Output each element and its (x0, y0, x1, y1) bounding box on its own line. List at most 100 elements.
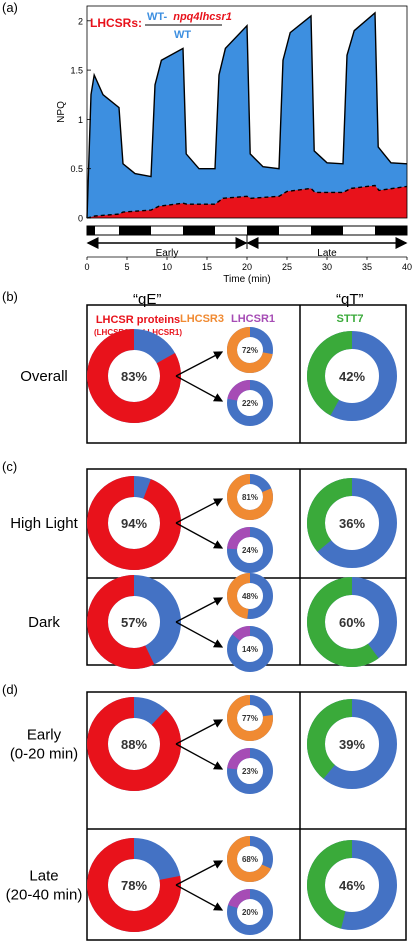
row-2-lhcsr1-donut: 14% (227, 626, 273, 672)
y-tick-label-4: 2 (78, 16, 83, 26)
row-1-lhcsr-donut-fraction (87, 476, 181, 570)
x-tick-label-6: 30 (322, 262, 332, 272)
row-1-lhcsr3-donut-label: 81% (242, 493, 258, 502)
x-axis-label: Time (min) (223, 274, 270, 285)
row-3-lhcsr3-donut-fraction (227, 695, 273, 741)
row-4-lhcsr1-donut: 20% (227, 889, 273, 935)
panel-box-2 (86, 691, 407, 941)
row-0-lhcsr3-donut-fraction (227, 327, 273, 373)
phase-label-1: Late (317, 248, 337, 259)
legend-numerator: WT- npq4lhcsr1 (147, 11, 232, 23)
row-3-stt7-donut: 39% (307, 699, 397, 789)
legend-numerator-mutant: npq4lhcsr1 (173, 11, 232, 23)
row-3-lhcsr1-donut-label: 23% (242, 767, 258, 776)
row-3-lhcsr3-donut: 77% (227, 695, 273, 741)
row-1-stt7-donut: 36% (307, 478, 397, 568)
row-4-stt7-donut: 46% (307, 840, 397, 930)
row-2-lhcsr-donut: 57% (87, 575, 181, 669)
row-3-lhcsr1-donut-fraction (227, 748, 273, 794)
y-tick-label-1: 0.5 (70, 164, 83, 174)
row-0-stt7-donut-label: 42% (339, 369, 365, 384)
series-line-1 (86, 184, 408, 219)
row-4-lhcsr3-donut: 68% (227, 836, 273, 882)
row-0-lhcsr-donut-fraction (87, 329, 181, 423)
row-2-arrow-lhcsr3 (175, 597, 224, 623)
row-2-lhcsr-donut-fraction (87, 575, 181, 669)
row-2-lhcsr3-donut-fraction (227, 573, 273, 619)
row-2-stt7-donut: 60% (307, 577, 397, 667)
row-3-lhcsr1-donut: 23% (227, 748, 273, 794)
row-4-stt7-donut-label: 46% (339, 878, 365, 893)
x-tick-label-1: 5 (124, 262, 129, 272)
panel-label-b: (b) (2, 289, 18, 304)
dark-segment-10 (375, 226, 407, 235)
row-4-lhcsr-donut: 78% (87, 838, 181, 932)
row-3-stt7-donut-fraction (307, 699, 397, 789)
row-2-lhcsr1-donut-fraction (227, 626, 273, 672)
series-area-1 (87, 185, 407, 218)
row-0-lhcsr1-donut-fraction (227, 380, 273, 426)
x-tick-label-8: 40 (402, 262, 412, 272)
header-stt7: STT7 (337, 313, 364, 325)
series-area-0 (87, 12, 407, 219)
row-2-arrow-lhcsr1 (175, 621, 224, 648)
phase-label-0: Early (156, 248, 179, 259)
row-1-lhcsr1-donut-label: 24% (242, 546, 258, 555)
series-line-0 (86, 11, 408, 219)
row-3-arrow-lhcsr1 (175, 743, 224, 770)
dark-segment-8 (311, 226, 343, 235)
dark-segment-6 (247, 226, 279, 235)
dark-segment-4 (183, 226, 215, 235)
row-3-stt7-donut-label: 39% (339, 737, 365, 752)
x-tick-label-0: 0 (84, 262, 89, 272)
row-0-arrow-lhcsr3 (175, 351, 224, 377)
row-4-lhcsr-donut-fraction (87, 838, 181, 932)
header-lhcsr1: LHCSR1 (231, 313, 275, 325)
row-3-lhcsr-donut: 88% (87, 697, 181, 791)
row-1-stt7-donut-label: 36% (339, 516, 365, 531)
panel-label-c: (c) (2, 459, 18, 474)
y-tick-label-2: 1 (78, 115, 83, 125)
x-tick-label-7: 35 (362, 262, 372, 272)
row-1-lhcsr1-donut-fraction (227, 527, 273, 573)
row-1-lhcsr1-donut: 24% (227, 527, 273, 573)
row-3-label-0: Early (27, 727, 62, 744)
x-tick-label-3: 15 (202, 262, 212, 272)
row-0-stt7-donut: 42% (307, 331, 397, 421)
row-0-arrow-lhcsr1 (175, 375, 224, 402)
row-3-lhcsr3-donut-label: 77% (242, 714, 258, 723)
plot-frame (86, 5, 408, 219)
header-lhcsr-proteins: LHCSR proteins (96, 314, 180, 326)
legend-denominator: WT (174, 29, 191, 41)
x-tick-label-5: 25 (282, 262, 292, 272)
npq-chart: 0 0.5 1 1.5 2 NPQ Early Late 0 5 10 15 20 25 30 35 40 Tim… (56, 5, 412, 285)
y-axis-label: NPQ (56, 101, 67, 123)
row-4-lhcsr1-donut-fraction (227, 889, 273, 935)
y-tick-label-0: 0 (78, 214, 83, 224)
legend-prefix: LHCSRs: (90, 16, 142, 30)
row-1-stt7-donut-fraction (307, 478, 397, 568)
row-4-stt7-donut-fraction (307, 840, 397, 930)
panel-box-0 (86, 304, 407, 444)
row-0-lhcsr-donut: 83% (87, 329, 181, 423)
header-lhcsr3: LHCSR3 (180, 313, 224, 325)
row-1-lhcsr3-donut: 81% (227, 474, 273, 520)
x-tick-label-4: 20 (242, 262, 252, 272)
x-tick-label-2: 10 (162, 262, 172, 272)
row-4-label-0: Late (29, 868, 58, 885)
row-1-lhcsr-donut-label: 94% (121, 516, 147, 531)
y-tick-label-3: 1.5 (70, 66, 83, 76)
row-2-label-0: Dark (28, 614, 60, 631)
row-4-arrow-lhcsr1 (175, 884, 224, 911)
row-3-arrow-lhcsr3 (175, 719, 224, 745)
row-4-arrow-lhcsr3 (175, 860, 224, 886)
row-1-lhcsr3-donut-fraction (227, 474, 273, 520)
row-0-label-0: Overall (20, 368, 68, 385)
row-4-lhcsr3-donut-label: 68% (242, 855, 258, 864)
column-header-qe: “qE” (133, 291, 162, 308)
row-4-lhcsr1-donut-label: 20% (242, 908, 258, 917)
row-1-label-0: High Light (10, 515, 78, 532)
row-2-lhcsr1-donut-label: 14% (242, 645, 258, 654)
row-0-stt7-donut-fraction (307, 331, 397, 421)
